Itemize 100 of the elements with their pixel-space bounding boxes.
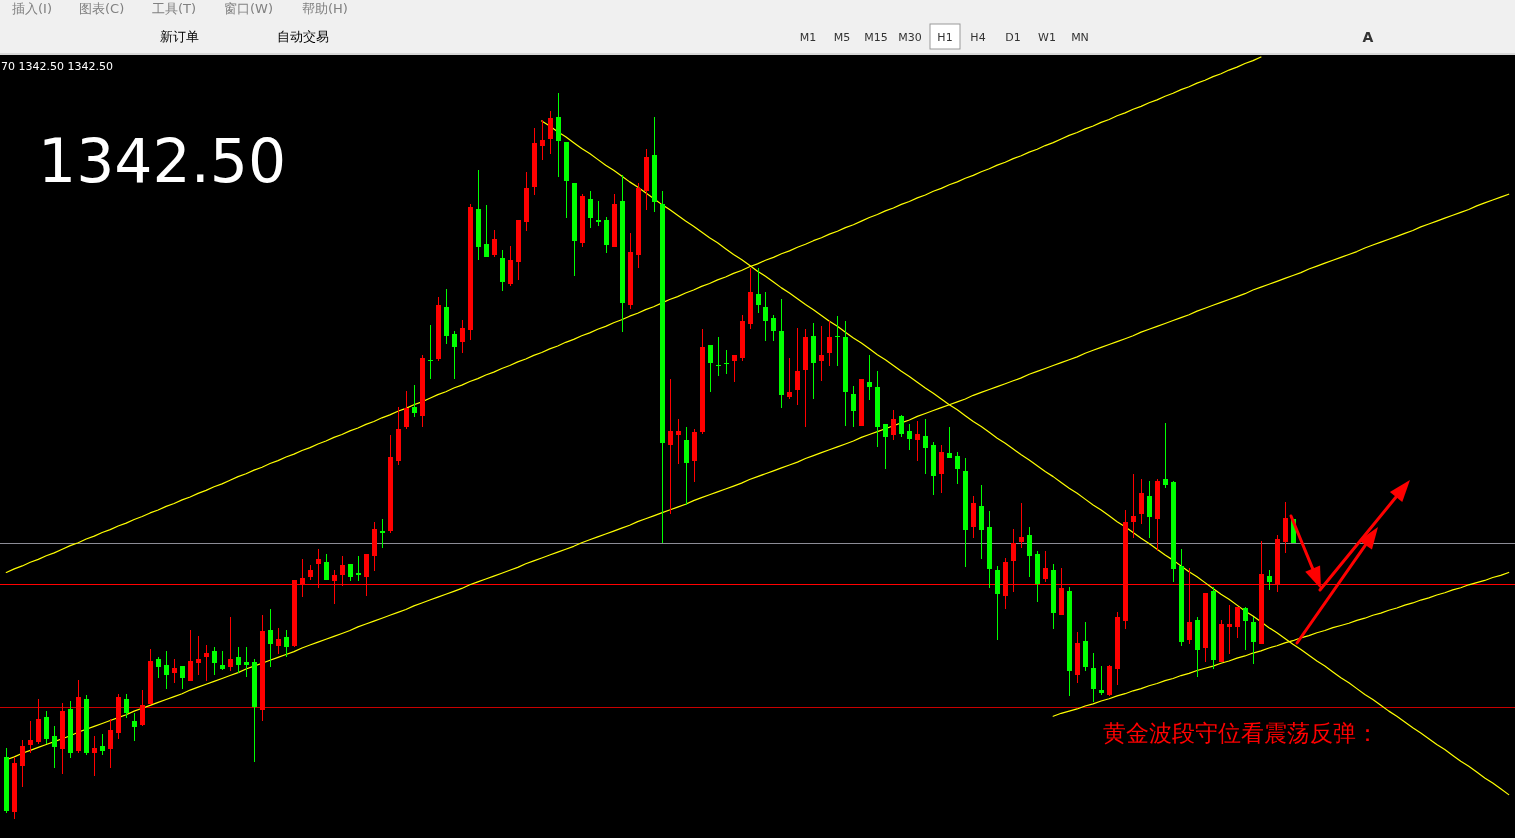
candlestick [244,646,249,678]
candlestick [1147,480,1152,539]
candlestick [1163,422,1168,489]
candlestick [883,423,888,470]
candlestick [1019,502,1024,549]
text: 图表(C) [79,1,125,16]
candlestick [668,378,673,515]
text: M1 [799,31,817,44]
candlestick [1267,569,1272,591]
text: W1 [1038,31,1056,44]
candlestick [835,315,840,367]
candlestick [460,319,465,354]
text: H1 [937,31,953,44]
candlestick [1251,616,1256,665]
candlestick [732,354,737,383]
candlestick [404,390,409,430]
candlestick [756,267,761,314]
candlestick [915,420,920,462]
candlestick [44,710,49,745]
text: M15 [864,31,888,44]
candlestick [484,204,489,258]
candlestick [899,414,904,438]
candlestick [851,385,856,428]
candlestick [1099,665,1104,696]
text: M5 [833,31,851,44]
candlestick [212,646,217,676]
candlestick [124,693,129,719]
annotation: 黄金波段守位看震荡反弹： [1103,721,1379,746]
candlestick [588,190,593,229]
candlestick [220,650,225,671]
candlestick [1227,604,1232,655]
text: A [1362,29,1374,45]
candlestick [827,320,832,367]
candlestick [204,644,209,682]
text: 帮助(H) [302,1,348,16]
candlestick [724,349,729,375]
candlestick [907,423,912,451]
text: 窗口(W) [224,1,273,16]
candlestick [100,733,105,756]
candlestick [819,325,824,382]
candlestick [380,518,385,549]
candlestick [268,608,273,668]
candlestick [1235,606,1240,639]
candlestick [188,629,193,682]
annotation: 1342.50 [38,126,287,196]
text: M30 [898,31,922,44]
candlestick [867,354,872,401]
candlestick [540,119,545,161]
candlestick [452,330,457,380]
candlestick [108,718,113,769]
candlestick [196,635,201,676]
candlestick [180,665,185,690]
candlestick [676,418,681,465]
candlestick [28,720,33,754]
candlestick [979,484,984,560]
candlestick [412,384,417,418]
candlestick [716,336,721,377]
candlestick [548,110,553,155]
text: 工具(T) [152,1,197,16]
candlestick [923,418,928,475]
candlestick [939,444,944,494]
candlestick [164,650,169,690]
candlestick [596,200,601,227]
candlestick [891,409,896,441]
text: 70 1342.50 1342.50 [1,60,113,73]
candlestick [1091,652,1096,703]
candlestick [324,553,329,581]
candlestick [356,555,361,582]
candlestick [947,426,952,459]
candlestick [787,357,792,400]
candlestick [1131,473,1136,539]
text: 自动交易 [277,29,329,44]
candlestick [708,344,713,393]
candlestick [228,616,233,672]
candlestick [1139,478,1144,525]
candlestick [172,658,177,684]
candlestick [92,735,97,777]
candlestick [156,656,161,679]
text: 插入(I) [12,1,52,16]
candlestick [1043,550,1048,583]
candlestick [20,739,25,788]
text: 新订单 [160,29,199,44]
candlestick [795,327,800,406]
candlestick [684,426,689,506]
candlestick [36,698,41,745]
candlestick [52,725,57,769]
candlestick [995,565,1000,641]
candlestick [276,627,281,655]
candlestick [1283,501,1288,554]
candlestick [236,646,241,674]
text: H4 [970,31,986,44]
candlestick [763,291,768,342]
candlestick [1243,606,1248,651]
candlestick [771,314,776,342]
candlestick [955,451,960,485]
candlestick [132,712,137,742]
candlestick [1027,526,1032,578]
candlestick [140,689,145,727]
candlestick [492,229,497,258]
candlestick [971,495,976,539]
